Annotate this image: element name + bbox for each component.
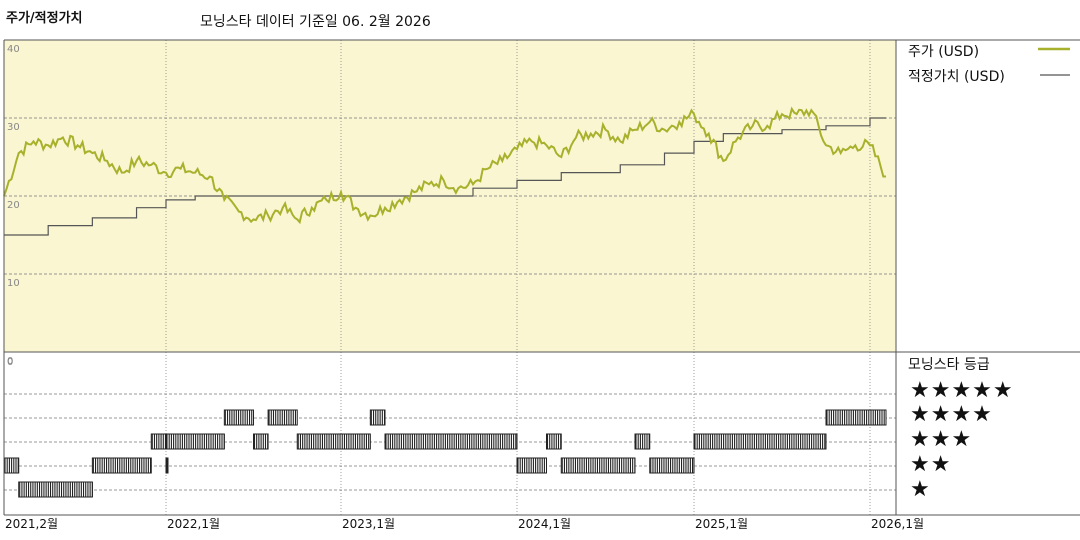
x-tick-label-1: 2022,1월 xyxy=(167,517,220,531)
rating-3-star-label: ★★★ xyxy=(910,427,973,452)
y-tick-label-20: 20 xyxy=(7,200,20,211)
rating-bar-outline xyxy=(253,433,269,450)
chart-left-title: 주가/적정가치 xyxy=(6,11,83,26)
legend-rating-title: 모닝스타 등급 xyxy=(908,357,990,373)
rating-bar-1 xyxy=(18,481,93,498)
rating-bar-outline xyxy=(91,457,152,474)
rating-bar-outline xyxy=(546,433,562,450)
rating-bar-fill xyxy=(385,434,517,449)
rating-bar-outline xyxy=(384,433,518,450)
rating-bar-3 xyxy=(150,433,167,450)
rating-bar-8 xyxy=(267,409,298,426)
rating-bar-0 xyxy=(3,457,20,474)
rating-1-star-label: ★ xyxy=(910,477,931,502)
rating-bar-fill xyxy=(649,458,694,473)
rating-bar-12 xyxy=(516,457,547,474)
rating-bar-4 xyxy=(165,457,169,474)
rating-bar-10 xyxy=(369,409,386,426)
rating-bar-outline xyxy=(165,433,225,450)
rating-bar-outline xyxy=(369,409,386,426)
rating-bar-outline xyxy=(516,457,547,474)
rating-bar-18 xyxy=(825,409,887,426)
rating-bar-outline xyxy=(560,457,636,474)
rating-bar-outline xyxy=(825,409,887,426)
rating-bar-outline xyxy=(296,433,371,450)
rating-bar-16 xyxy=(649,457,695,474)
x-tick-label-5: 2026,1월 xyxy=(871,517,924,531)
rating-bar-11 xyxy=(384,433,518,450)
rating-bar-outline xyxy=(267,409,298,426)
lower-y-tick-label-0: 0 xyxy=(7,357,13,368)
price-line xyxy=(3,106,886,225)
rating-bar-5 xyxy=(165,433,225,450)
y-tick-label-10: 10 xyxy=(7,278,20,289)
rating-bar-7 xyxy=(253,433,269,450)
rating-bar-outline xyxy=(693,433,827,450)
rating-bar-13 xyxy=(546,433,562,450)
rating-bar-outline xyxy=(223,409,254,426)
chart-title: 모닝스타 데이터 기준일 06. 2월 2026 xyxy=(200,14,431,30)
y-tick-label-40: 40 xyxy=(7,44,20,55)
rating-bar-fill xyxy=(694,434,826,449)
rating-bar-17 xyxy=(693,433,827,450)
rating-bar-outline xyxy=(634,433,651,450)
y-tick-label-30: 30 xyxy=(7,122,20,133)
x-tick-label-2: 2023,1월 xyxy=(342,517,395,531)
fair-value-line xyxy=(4,117,886,236)
rating-5-star-label: ★★★★★ xyxy=(910,378,1014,403)
x-tick-label-0: 2021,2월 xyxy=(5,517,58,531)
legend-fair-value-label: 적정가치 (USD) xyxy=(908,69,1005,85)
y-tick-label-0: 0 xyxy=(7,356,13,367)
rating-bar-15 xyxy=(634,433,651,450)
rating-bar-outline xyxy=(165,457,169,474)
rating-bar-6 xyxy=(223,409,254,426)
x-tick-label-3: 2024,1월 xyxy=(518,517,571,531)
rating-bar-outline xyxy=(649,457,695,474)
rating-bar-2 xyxy=(91,457,152,474)
rating-bar-14 xyxy=(560,457,636,474)
legend-price-label: 주가 (USD) xyxy=(908,44,980,60)
rating-bar-outline xyxy=(18,481,93,498)
rating-4-star-label: ★★★★ xyxy=(910,402,993,427)
x-tick-label-4: 2025,1월 xyxy=(695,517,748,531)
rating-2-star-label: ★★ xyxy=(910,452,952,477)
rating-bar-9 xyxy=(296,433,371,450)
